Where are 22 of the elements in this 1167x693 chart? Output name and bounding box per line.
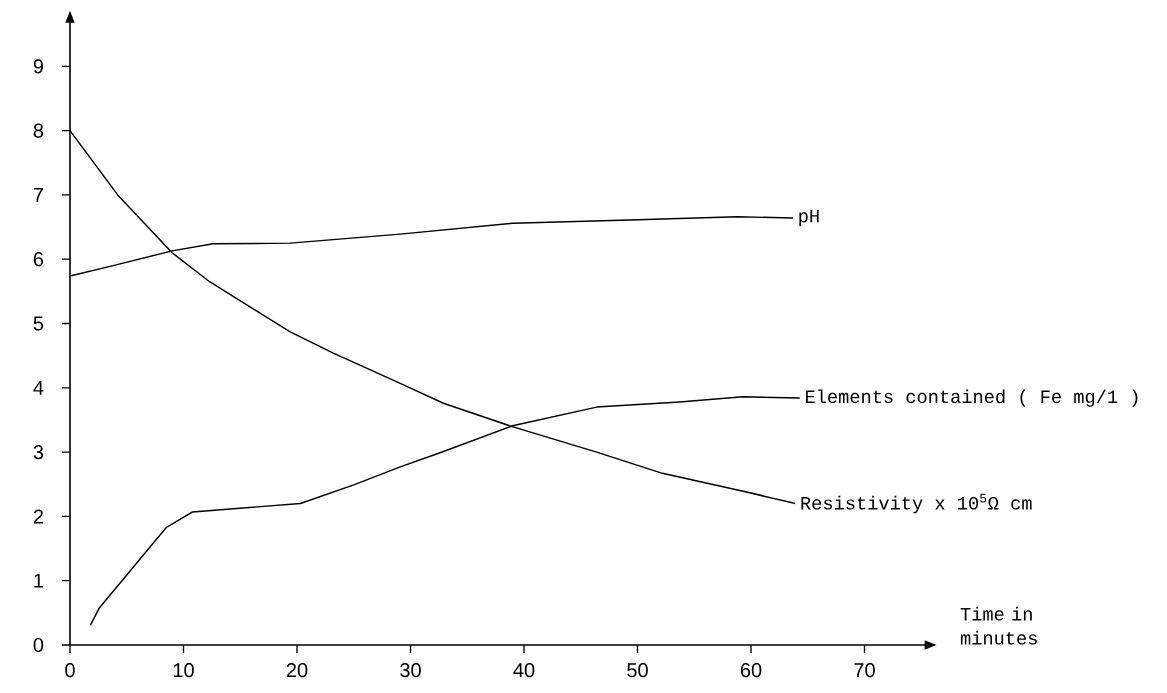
x-tick-label: 0 [65,663,75,678]
x-tick-label: 50 [627,663,648,678]
series-label: pH [799,209,819,227]
x-tick-label: 30 [400,663,421,678]
y-tick-label: 2 [33,509,43,524]
x-tick-label: 70 [854,663,875,678]
y-tick-label: 5 [33,316,44,331]
x-tick-label: 40 [513,663,535,678]
y-tick-label: 6 [33,252,44,267]
y-tick-label: 7 [33,188,43,202]
y-tick-label: 4 [33,380,44,395]
y-tick-label: 1 [34,573,43,588]
y-tick-label: 9 [33,59,43,74]
x-tick-label: 60 [740,663,762,678]
x-axis-title: Time in minutes [960,606,1037,645]
y-tick-label: 0 [33,637,44,653]
series-label: Elements contained ( Fe mg/1 ) [806,389,1138,407]
series-label: Resistivity x 10$^{5}$Ω cm [801,493,1032,514]
y-tick-label: 8 [33,123,44,138]
x-tick-label: 20 [286,663,308,678]
x-tick-label: 10 [173,663,194,678]
y-tick-label: 3 [33,445,44,460]
